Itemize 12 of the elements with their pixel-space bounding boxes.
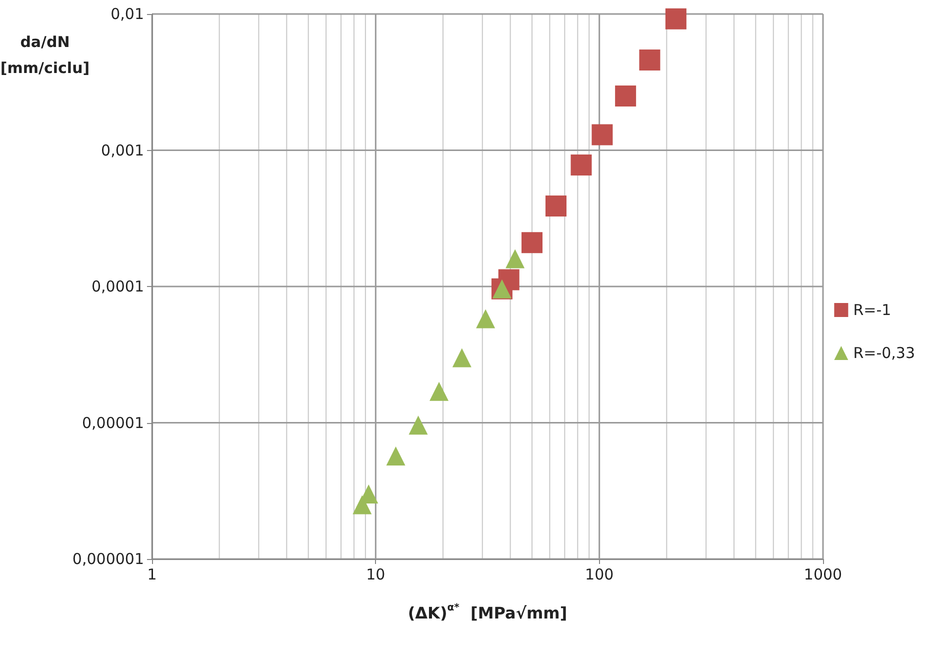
legend-label: R=-1 bbox=[853, 301, 892, 319]
y-tick-label: 0,001 bbox=[101, 141, 144, 160]
y-tick-label: 0,01 bbox=[110, 5, 144, 23]
legend-label: R=-0,33 bbox=[853, 344, 916, 362]
x-tick-label: 1 bbox=[147, 566, 157, 584]
y-tick-label: 0,0001 bbox=[92, 278, 144, 296]
y-tick-label: 0,00001 bbox=[82, 414, 144, 432]
x-tick-label: 1000 bbox=[804, 566, 842, 584]
y-tick-label: 0,000001 bbox=[72, 550, 144, 568]
x-tick-label: 100 bbox=[585, 566, 614, 584]
x-tick-label: 10 bbox=[366, 566, 386, 584]
y-axis-title: da/dN [mm/ciclu] bbox=[0, 33, 90, 77]
